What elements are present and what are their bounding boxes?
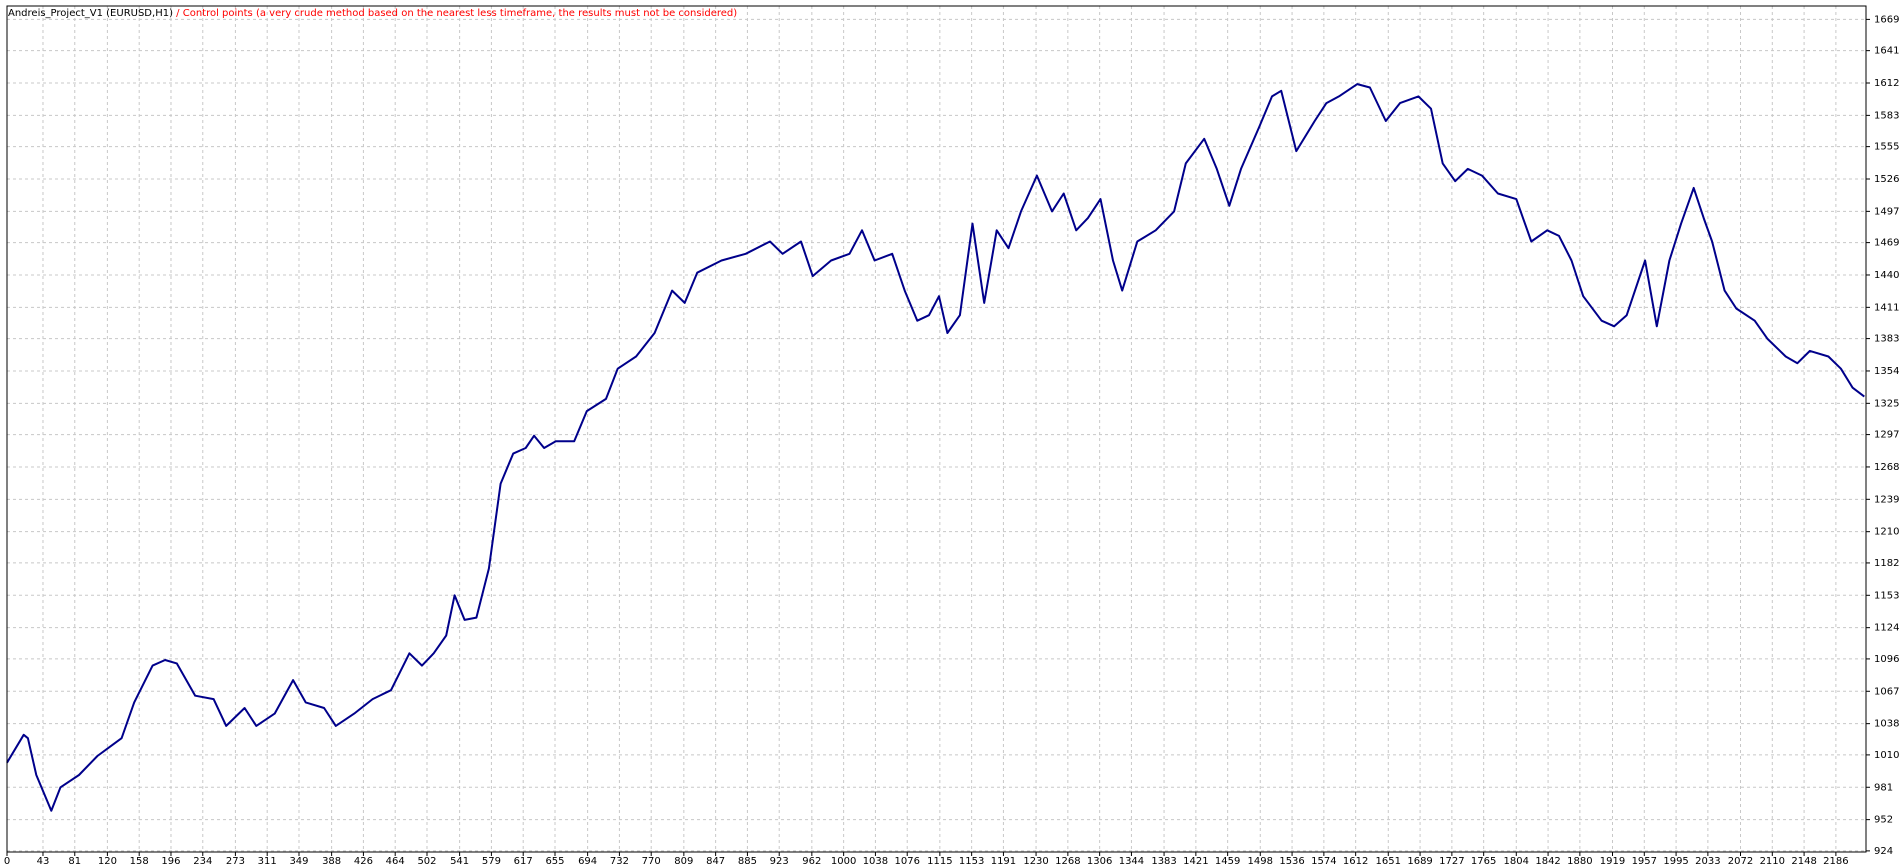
x-tick-label: 502 (417, 856, 436, 867)
x-tick-label: 0 (4, 856, 10, 867)
x-tick-label: 655 (545, 856, 564, 867)
chart-title: Andreis_Project_V1 (EURUSD,H1) / Control… (8, 8, 737, 19)
y-tick-label: 1383 (1874, 334, 1899, 345)
data-layer (6, 83, 1865, 812)
x-tick-label: 1880 (1567, 856, 1592, 867)
x-tick-label: 1421 (1183, 856, 1208, 867)
grid-layer (6, 6, 1866, 852)
x-tick-label: 809 (674, 856, 693, 867)
x-tick-label: 1612 (1343, 856, 1368, 867)
y-tick-label: 981 (1874, 782, 1893, 793)
x-tick-label: 2186 (1823, 856, 1848, 867)
x-tick-label: 81 (68, 856, 81, 867)
x-tick-label: 1115 (927, 856, 952, 867)
y-tick-label: 1153 (1874, 590, 1899, 601)
y-tick-label: 1010 (1874, 750, 1899, 761)
y-tick-label: 924 (1874, 846, 1893, 857)
y-tick-label: 1612 (1874, 78, 1899, 89)
x-tick-label: 1651 (1376, 856, 1401, 867)
y-tick-label: 1354 (1874, 366, 1899, 377)
x-tick-label: 617 (514, 856, 533, 867)
x-tick-label: 388 (322, 856, 341, 867)
x-tick-label: 234 (193, 856, 212, 867)
x-tick-label: 1498 (1248, 856, 1273, 867)
axis-layer: 924 952 981 1010 1038 1067 1096 1124 1153 1182 121… (4, 14, 1900, 867)
y-tick-label: 1124 (1874, 623, 1899, 634)
x-tick-label: 1000 (831, 856, 856, 867)
x-tick-label: 158 (130, 856, 149, 867)
x-tick-label: 2148 (1791, 856, 1816, 867)
y-tick-label: 1268 (1874, 462, 1899, 473)
x-tick-label: 273 (226, 856, 245, 867)
x-tick-label: 1574 (1311, 856, 1336, 867)
balance-line (6, 83, 1865, 812)
x-tick-label: 923 (770, 856, 789, 867)
x-tick-label: 847 (706, 856, 725, 867)
y-tick-label: 1210 (1874, 527, 1899, 538)
x-tick-label: 120 (98, 856, 117, 867)
y-tick-label: 1555 (1874, 142, 1899, 153)
x-tick-label: 311 (258, 856, 277, 867)
x-tick-label: 885 (738, 856, 757, 867)
x-tick-label: 541 (450, 856, 469, 867)
x-tick-label: 1536 (1279, 856, 1304, 867)
title: Andreis_Project_V1 (EURUSD,H1) (8, 8, 173, 19)
x-tick-label: 1153 (959, 856, 984, 867)
x-tick-label: 1957 (1632, 856, 1657, 867)
y-tick-label: 1067 (1874, 686, 1899, 697)
x-tick-label: 2033 (1695, 856, 1720, 867)
y-tick-label: 1297 (1874, 430, 1899, 441)
x-tick-label: 1191 (991, 856, 1016, 867)
x-tick-label: 1765 (1471, 856, 1496, 867)
x-tick-label: 1268 (1055, 856, 1080, 867)
x-tick-label: 962 (802, 856, 821, 867)
x-tick-label: 43 (37, 856, 50, 867)
y-tick-label: 1038 (1874, 719, 1899, 730)
x-tick-label: 1306 (1087, 856, 1112, 867)
x-tick-label: 1383 (1151, 856, 1176, 867)
x-tick-label: 770 (642, 856, 661, 867)
y-tick-label: 1325 (1874, 398, 1899, 409)
x-tick-label: 694 (578, 856, 597, 867)
y-tick-label: 1669 (1874, 14, 1899, 25)
y-tick-label: 952 (1874, 815, 1893, 826)
y-tick-label: 1182 (1874, 558, 1899, 569)
x-tick-label: 1459 (1215, 856, 1240, 867)
y-tick-label: 1526 (1874, 174, 1899, 185)
y-tick-label: 1440 (1874, 270, 1899, 281)
x-tick-label: 1038 (863, 856, 888, 867)
y-tick-label: 1583 (1874, 110, 1899, 121)
x-tick-label: 426 (354, 856, 373, 867)
x-tick-label: 1919 (1600, 856, 1625, 867)
y-tick-label: 1469 (1874, 238, 1899, 249)
x-tick-label: 1804 (1504, 856, 1529, 867)
y-tick-label: 1239 (1874, 494, 1899, 505)
y-tick-label: 1641 (1874, 46, 1899, 57)
y-tick-label: 1411 (1874, 302, 1899, 313)
plot-frame (6, 5, 1867, 853)
x-tick-label: 579 (482, 856, 501, 867)
x-tick-label: 464 (386, 856, 405, 867)
x-tick-label: 1230 (1023, 856, 1048, 867)
x-tick-label: 1689 (1407, 856, 1432, 867)
subtitle: / Control points (a very crude method ba… (176, 8, 737, 19)
x-tick-label: 1727 (1439, 856, 1464, 867)
x-tick-label: 1344 (1119, 856, 1144, 867)
x-tick-label: 2110 (1760, 856, 1785, 867)
x-tick-label: 1842 (1535, 856, 1560, 867)
x-tick-label: 2072 (1728, 856, 1753, 867)
y-tick-label: 1497 (1874, 206, 1899, 217)
x-tick-label: 196 (161, 856, 180, 867)
x-tick-label: 1995 (1663, 856, 1688, 867)
x-tick-label: 349 (289, 856, 308, 867)
x-tick-label: 1076 (894, 856, 919, 867)
x-tick-label: 732 (610, 856, 629, 867)
y-tick-label: 1096 (1874, 654, 1899, 665)
